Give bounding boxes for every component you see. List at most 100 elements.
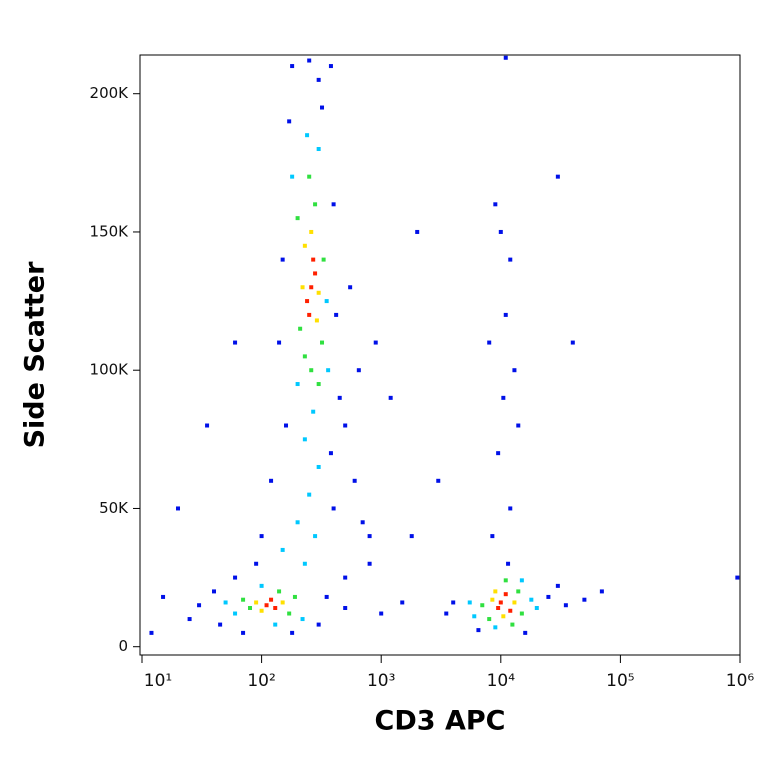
x-tick-label: 10¹ (144, 671, 172, 691)
point (555, 583, 560, 588)
point (503, 592, 508, 597)
point (311, 257, 316, 262)
point (570, 340, 575, 345)
point (277, 340, 282, 345)
point (735, 575, 740, 580)
point (248, 605, 253, 610)
point (316, 147, 321, 152)
point (379, 611, 384, 616)
point (487, 617, 492, 622)
point (290, 630, 295, 635)
point (582, 597, 587, 602)
point (510, 622, 515, 627)
point (472, 614, 477, 619)
point (331, 506, 336, 511)
point (187, 617, 192, 622)
point (523, 630, 528, 635)
point (529, 597, 534, 602)
point (487, 340, 492, 345)
point (316, 622, 321, 627)
point (307, 174, 312, 179)
point (320, 340, 325, 345)
point (233, 340, 238, 345)
point (490, 534, 495, 539)
point (516, 589, 521, 594)
point (307, 492, 312, 497)
y-axis-title: Side Scatter (20, 261, 51, 449)
point (563, 603, 568, 608)
point (161, 594, 166, 599)
point (269, 478, 274, 483)
point (321, 257, 326, 262)
point (218, 622, 223, 627)
point (501, 395, 506, 400)
point (480, 603, 485, 608)
point (290, 174, 295, 179)
point (409, 534, 414, 539)
point (334, 312, 339, 317)
point (313, 202, 318, 207)
point (305, 133, 310, 138)
point (546, 594, 551, 599)
point (436, 478, 441, 483)
point (280, 547, 285, 552)
point (277, 589, 282, 594)
point (302, 437, 307, 442)
point (264, 603, 269, 608)
point (273, 605, 278, 610)
point (352, 478, 357, 483)
point (316, 464, 321, 469)
point (343, 423, 348, 428)
point (512, 368, 517, 373)
point (496, 605, 501, 610)
x-tick-label: 10⁶ (726, 671, 755, 691)
point (314, 318, 319, 323)
point (295, 520, 300, 525)
point (254, 600, 259, 605)
point (309, 229, 314, 234)
point (269, 597, 274, 602)
point (290, 64, 295, 69)
point (503, 578, 508, 583)
point (280, 600, 285, 605)
point (356, 368, 361, 373)
point (367, 561, 372, 566)
point (311, 409, 316, 414)
point (302, 354, 307, 359)
point (295, 382, 300, 387)
point (496, 451, 501, 456)
point (348, 285, 353, 290)
point (273, 622, 278, 627)
point (337, 395, 342, 400)
point (326, 368, 331, 373)
point (508, 506, 513, 511)
point (316, 290, 321, 295)
point (388, 395, 393, 400)
point (331, 202, 336, 207)
y-tick-label: 0 (118, 637, 128, 655)
point (309, 285, 314, 290)
point (316, 382, 321, 387)
y-tick-label: 200K (90, 84, 130, 102)
point (241, 630, 246, 635)
point (298, 326, 303, 331)
point (259, 534, 264, 539)
y-tick-label: 150K (90, 222, 130, 240)
point (400, 600, 405, 605)
point (343, 575, 348, 580)
y-tick-label: 100K (90, 361, 130, 379)
point (205, 423, 210, 428)
x-tick-label: 10² (247, 671, 275, 691)
point (302, 243, 307, 248)
point (324, 594, 329, 599)
point (451, 600, 456, 605)
point (197, 603, 202, 608)
point (300, 617, 305, 622)
point (313, 271, 318, 276)
point (287, 611, 292, 616)
point (512, 600, 517, 605)
point (307, 58, 312, 63)
point (295, 216, 300, 221)
x-tick-label: 10³ (367, 671, 395, 691)
